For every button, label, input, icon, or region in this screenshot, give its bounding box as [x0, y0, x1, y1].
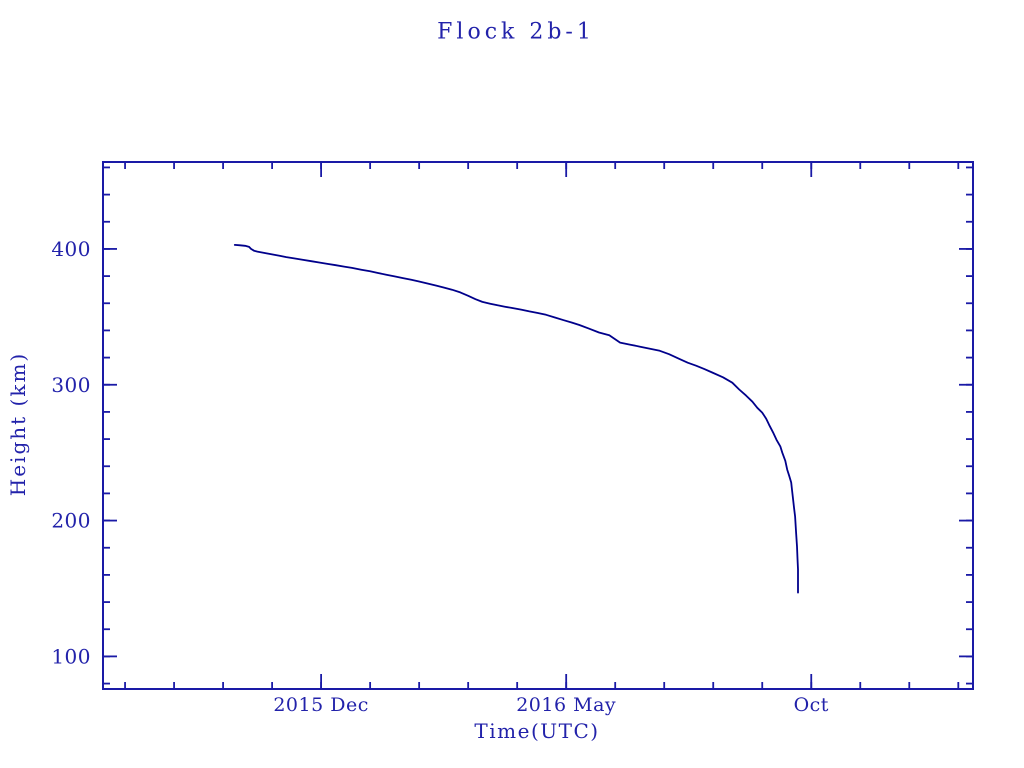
chart-title: Flock 2b-1 — [437, 19, 595, 45]
y-axis-tick-label: 400 — [51, 237, 91, 261]
x-axis-label: Time(UTC) — [474, 719, 600, 743]
y-axis-tick-label: 300 — [51, 373, 91, 397]
y-axis-tick-label: 200 — [51, 509, 91, 533]
y-axis-tick-label: 100 — [51, 644, 91, 668]
x-axis-tick-label: 2016 May — [516, 694, 616, 716]
y-axis-label: Height (km) — [6, 351, 30, 497]
x-axis-tick-label: 2015 Dec — [273, 694, 369, 716]
data-curve — [233, 244, 799, 594]
plot-frame — [102, 161, 974, 690]
x-axis-tick-label: Oct — [794, 694, 829, 716]
